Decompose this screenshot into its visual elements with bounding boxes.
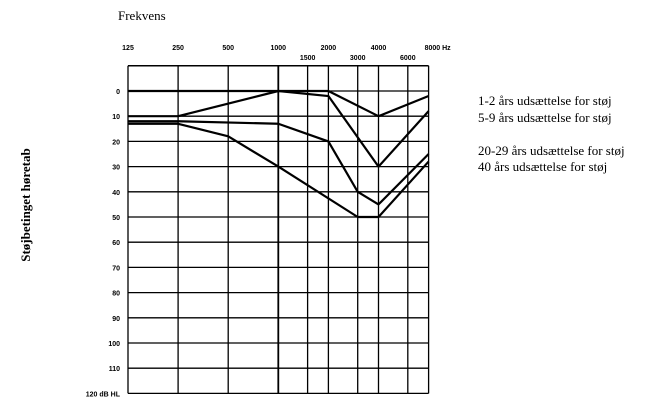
y-tick-label: 10 — [112, 114, 120, 121]
x-tick-label: 3000 — [350, 55, 366, 62]
y-tick-label: 120 dB HL — [86, 391, 121, 398]
series-line — [128, 120, 430, 206]
legend-entry: 20-29 års udsættelse for støj — [478, 143, 625, 158]
y-tick-label: 30 — [112, 165, 120, 172]
y-tick-label: 40 — [112, 190, 120, 197]
x-tick-label: 500 — [222, 45, 234, 52]
x-tick-label: 250 — [172, 45, 184, 52]
series-line — [128, 89, 430, 168]
x-tick-label: 4000 — [371, 45, 387, 52]
y-tick-label: 20 — [112, 139, 120, 146]
y-tick-label: 90 — [112, 316, 120, 323]
y-tick-label: 50 — [112, 215, 120, 222]
x-tick-label: 2000 — [321, 45, 337, 52]
y-tick-label: 60 — [112, 240, 120, 247]
y-tick-label: 0 — [116, 89, 120, 96]
x-tick-label: 8000 Hz — [425, 45, 452, 52]
x-tick-label: 1000 — [271, 45, 287, 52]
legend-entry: 5-9 års udsættelse for støj — [478, 110, 612, 125]
legend-entry: 1-2 års udsættelse for støj — [478, 93, 612, 108]
y-tick-label: 100 — [108, 341, 120, 348]
y-tick-label: 70 — [112, 265, 120, 272]
y-tick-label: 110 — [109, 366, 120, 373]
chart-title: Frekvens — [118, 8, 166, 23]
legend-entry: 40 års udsættelse for støj — [478, 159, 608, 174]
x-tick-label: 6000 — [400, 55, 416, 62]
x-tick-label: 1500 — [300, 55, 316, 62]
x-tick-label: 125 — [122, 45, 134, 52]
y-tick-label: 80 — [112, 291, 120, 298]
series-line — [128, 122, 430, 219]
